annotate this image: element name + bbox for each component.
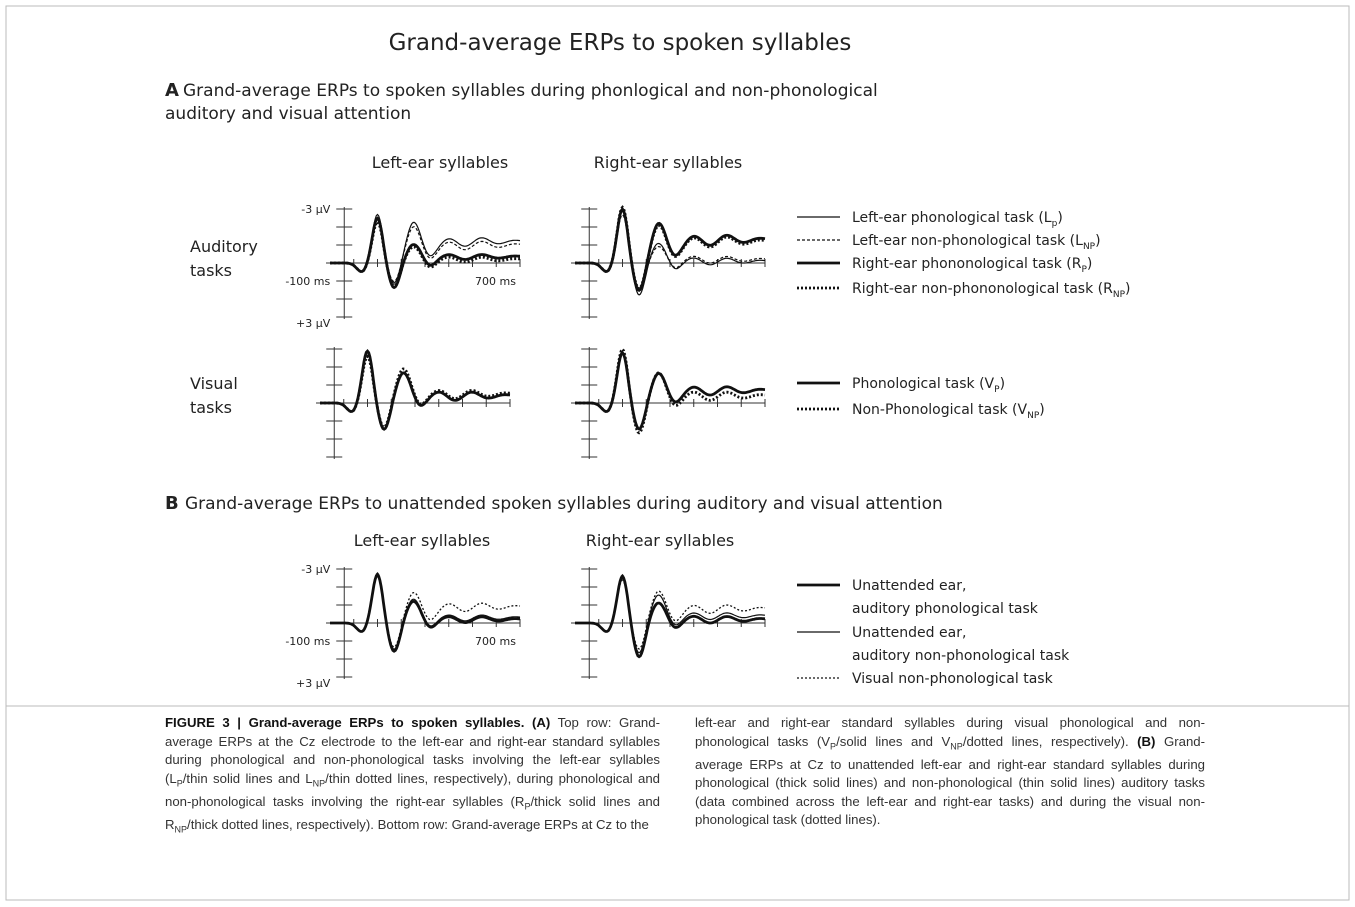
- caption-text: /thin solid lines and L: [182, 770, 313, 786]
- panel-heading: Grand-average ERPs to spoken syllables d…: [183, 81, 878, 101]
- axis-label: -100 ms: [285, 635, 330, 648]
- waveform: [575, 205, 766, 291]
- waveform: [575, 210, 766, 296]
- caption-subscript: NP: [312, 778, 326, 789]
- row-label: Visual: [190, 374, 238, 393]
- caption-text: /thick dotted lines, respectively). Bott…: [187, 816, 649, 832]
- axis-label: 700 ms: [475, 275, 516, 288]
- caption-subscript: P: [830, 741, 837, 752]
- waveform: [575, 347, 766, 435]
- axis-label: -3 µV: [301, 563, 330, 576]
- waveform: [330, 571, 521, 650]
- caption-text: Top row: Grand-average ERPs at the Cz el…: [165, 715, 660, 786]
- axis-label: 700 ms: [475, 635, 516, 648]
- legend-text: ): [1039, 402, 1044, 418]
- legend-text: auditory non-phonological task: [852, 648, 1070, 664]
- axis-label: +3 µV: [296, 317, 331, 330]
- legend-text: auditory phonological task: [852, 601, 1039, 617]
- row-label: tasks: [190, 398, 232, 417]
- legend-subscript: NP: [1083, 242, 1096, 252]
- axis-label: -100 ms: [285, 275, 330, 288]
- waveform: [575, 579, 766, 650]
- legend-subscript: P: [1081, 265, 1087, 275]
- legend-subscript: P: [994, 385, 1000, 395]
- legend-text: Non-Phonological task (V: [852, 402, 1028, 418]
- legend-text: ): [1095, 233, 1100, 249]
- legend-text: ): [1057, 210, 1062, 226]
- caption-subscript: P: [524, 801, 531, 812]
- legend-text: ): [1087, 256, 1092, 272]
- waveform: [320, 354, 511, 429]
- caption-text: /solid lines and V: [836, 733, 951, 749]
- panel-heading: auditory and visual attention: [165, 104, 411, 124]
- legend-text: ): [1125, 281, 1130, 297]
- legend-text: Visual non-phonological task: [852, 671, 1054, 687]
- panel-letter: A: [165, 80, 179, 101]
- caption-bold: FIGURE 3 | Grand-average ERPs to spoken …: [165, 715, 551, 730]
- caption-bold: (B): [1137, 733, 1156, 749]
- column-label: Left-ear syllables: [354, 531, 490, 550]
- legend-text: Right-ear non-phononological task (R: [852, 281, 1113, 297]
- panel-letter: B: [165, 493, 179, 514]
- column-label: Right-ear syllables: [594, 153, 743, 172]
- caption-subscript: P: [176, 778, 183, 789]
- waveform: [320, 348, 511, 431]
- waveform: [330, 575, 521, 648]
- column-label: Left-ear syllables: [372, 153, 508, 172]
- legend-subscript: NP: [1027, 411, 1040, 421]
- legend-text: Left-ear non-phonological task (L: [852, 233, 1083, 249]
- row-label: Auditory: [190, 237, 258, 256]
- waveform: [575, 350, 766, 431]
- legend-text: Non-Phonological task (VNP): [852, 402, 1045, 421]
- legend-subscript: p: [1052, 219, 1058, 229]
- caption-text: /dotted lines, respectively).: [962, 733, 1138, 749]
- caption-text: /thin dotted lines, respectively), durin…: [165, 770, 660, 809]
- legend-subscript: NP: [1113, 290, 1126, 300]
- legend-text: Phonological task (V: [852, 376, 995, 392]
- waveform: [575, 206, 766, 292]
- legend-text: Right-ear non-phononological task (RNP): [852, 281, 1130, 300]
- panel-heading: Grand-average ERPs to unattended spoken …: [185, 494, 943, 514]
- figure-title: Grand-average ERPs to spoken syllables: [389, 30, 852, 56]
- caption-left: FIGURE 3 | Grand-average ERPs to spoken …: [165, 714, 660, 839]
- legend-text: ): [1000, 376, 1005, 392]
- waveform: [575, 573, 766, 654]
- waveform: [330, 213, 521, 284]
- caption-subscript: NP: [950, 741, 963, 752]
- waveform: [575, 213, 766, 291]
- axis-label: +3 µV: [296, 677, 331, 690]
- row-label: tasks: [190, 261, 232, 280]
- legend-text: Right-ear phononological task (RP): [852, 256, 1092, 275]
- legend-text: Right-ear phononological task (R: [852, 256, 1082, 272]
- caption-text: /thick solid lines and R: [165, 793, 660, 832]
- waveform: [330, 219, 520, 288]
- column-label: Right-ear syllables: [586, 531, 735, 550]
- legend-text: Phonological task (VP): [852, 376, 1005, 395]
- axis-label: -3 µV: [301, 203, 330, 216]
- frame: [5, 5, 1350, 901]
- caption-right: left-ear and right-ear standard syllable…: [695, 714, 1205, 830]
- legend-text: Left-ear phonological task (L: [852, 210, 1052, 226]
- caption-text: Grand-average ERPs at Cz to unattended l…: [695, 733, 1206, 828]
- legend-text: Left-ear non-phonological task (LNP): [852, 233, 1101, 252]
- legend-text: Unattended ear,: [852, 578, 966, 594]
- caption-subscript: NP: [174, 824, 188, 835]
- legend-text: Left-ear phonological task (Lp): [852, 210, 1063, 229]
- caption-text: left-ear and right-ear standard syllable…: [695, 715, 1205, 749]
- legend-text: Unattended ear,: [852, 625, 966, 641]
